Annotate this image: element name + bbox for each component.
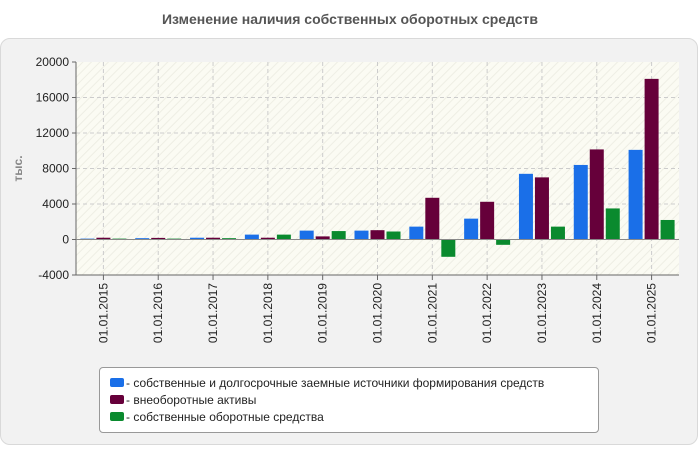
bar xyxy=(276,234,291,240)
y-tick-label: 0 xyxy=(62,233,69,247)
bar xyxy=(425,197,440,240)
bar xyxy=(315,236,330,240)
bar xyxy=(605,208,620,240)
x-tick-label: 01.01.2019 xyxy=(316,283,330,343)
bar xyxy=(480,201,495,240)
legend-swatch-noncurrent-assets xyxy=(110,395,124,404)
legend-label-noncurrent-assets: внеоборотные активы xyxy=(126,393,256,407)
y-tick-label: 20000 xyxy=(36,55,70,69)
x-tick-label: 01.01.2023 xyxy=(535,283,549,343)
y-axis-title: тыс. xyxy=(11,155,25,181)
bar xyxy=(660,219,675,240)
legend-label-working-capital: собственные оборотные средства xyxy=(126,410,323,424)
chart-legend: собственные и долгосрочные заемные источ… xyxy=(99,367,599,433)
bar xyxy=(260,237,275,240)
x-tick-label: 01.01.2016 xyxy=(151,283,165,343)
y-tick-label: -4000 xyxy=(38,268,69,282)
bar xyxy=(370,230,385,240)
bar xyxy=(644,78,659,240)
bar xyxy=(550,226,565,240)
bar xyxy=(331,231,346,240)
x-tick-label: 01.01.2015 xyxy=(96,283,110,343)
bar xyxy=(628,149,643,240)
bar xyxy=(299,230,314,240)
chart-title: Изменение наличия собственных оборотных … xyxy=(161,11,539,27)
bar xyxy=(96,237,111,240)
bar xyxy=(386,231,401,240)
bar xyxy=(135,238,150,240)
bar xyxy=(573,164,588,240)
bar xyxy=(464,218,479,240)
y-tick-label: 8000 xyxy=(42,162,69,176)
legend-item-noncurrent-assets[interactable]: внеоборотные активы xyxy=(110,391,588,408)
x-tick-label: 01.01.2025 xyxy=(645,283,659,343)
bar xyxy=(441,239,456,257)
legend-swatch-working-capital xyxy=(110,412,124,421)
legend-item-working-capital[interactable]: собственные оборотные средства xyxy=(110,408,588,425)
legend-item-sources[interactable]: собственные и долгосрочные заемные источ… xyxy=(110,374,588,391)
legend-label-sources: собственные и долгосрочные заемные источ… xyxy=(126,376,544,390)
bar xyxy=(206,237,221,240)
bar xyxy=(151,237,166,240)
x-tick-label: 01.01.2024 xyxy=(590,283,604,343)
y-tick-label: 16000 xyxy=(36,91,70,105)
x-tick-label: 01.01.2021 xyxy=(425,283,439,343)
bar xyxy=(589,149,604,240)
y-tick-label: 12000 xyxy=(36,126,70,140)
bar xyxy=(518,173,533,240)
x-tick-label: 01.01.2022 xyxy=(480,283,494,343)
x-tick-label: 01.01.2017 xyxy=(206,283,220,343)
bar xyxy=(244,234,259,240)
bar xyxy=(190,237,205,240)
legend-swatch-sources xyxy=(110,378,124,387)
bar xyxy=(496,239,511,245)
bar xyxy=(222,238,237,240)
x-tick-label: 01.01.2018 xyxy=(261,283,275,343)
bar xyxy=(409,226,424,240)
y-tick-label: 4000 xyxy=(42,197,69,211)
x-tick-label: 01.01.2020 xyxy=(371,283,385,343)
bar xyxy=(354,230,369,240)
bar xyxy=(534,177,549,240)
